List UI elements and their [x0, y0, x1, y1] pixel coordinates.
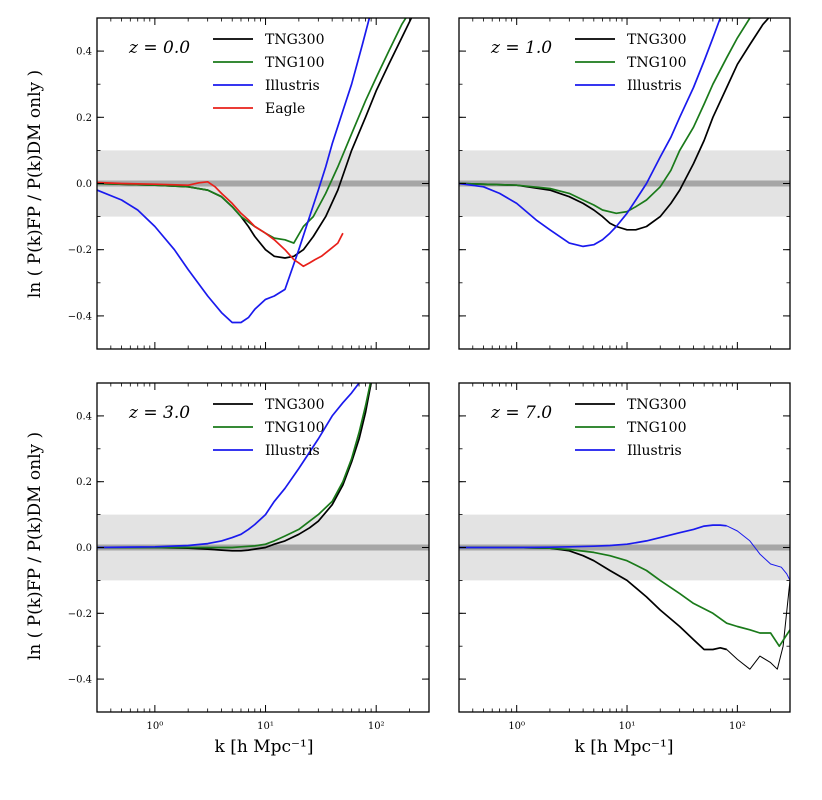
series-line-tng100 — [97, 383, 372, 549]
legend-label-tng100: TNG100 — [627, 55, 687, 71]
y-axis-label-top: ln ( P(k)FP / P(k)DM only ) — [25, 70, 45, 298]
legend-label-illustris: Illustris — [265, 443, 320, 459]
series-group — [97, 383, 372, 552]
series-line-illustris — [459, 18, 722, 248]
series-line-illustris — [97, 383, 360, 549]
y-tick-label: 0.2 — [76, 113, 92, 124]
series-group — [459, 524, 790, 670]
legend-label-tng100: TNG100 — [265, 420, 325, 436]
x-tick-label: 10¹ — [257, 721, 274, 732]
x-tick-label: 10¹ — [619, 721, 636, 732]
series-line-illustris — [726, 525, 790, 581]
x-tick-label: 10⁰ — [508, 721, 525, 732]
y-tick-label: −0.4 — [68, 311, 92, 322]
redshift-label: z = 7.0 — [490, 403, 552, 423]
series-line-tng300 — [726, 580, 790, 670]
series-line-illustris — [459, 524, 727, 549]
y-tick-label: −0.2 — [68, 245, 92, 256]
legend-label-illustris: Illustris — [627, 443, 682, 459]
legend-label-illustris: Illustris — [627, 78, 682, 94]
redshift-label: z = 1.0 — [490, 38, 552, 58]
y-tick-label: 0.0 — [76, 179, 92, 190]
panel-z3: −0.4 −0.2 0.0 0.2 0.4 10⁰ 10¹ 10² z = 3.0 TNG300 T… — [68, 382, 430, 732]
series-line-tng300 — [459, 18, 770, 231]
legend-label-tng100: TNG100 — [265, 55, 325, 71]
series-line-tng300 — [97, 383, 372, 552]
series-group — [459, 18, 770, 248]
panel-z7: 10⁰ 10¹ 10² z = 7.0 TNG300 TNG100 Illustris — [458, 382, 791, 732]
legend-label-eagle: Eagle — [265, 101, 305, 117]
x-axis-label-right: k [h Mpc⁻¹] — [575, 737, 674, 757]
x-axis-label-left: k [h Mpc⁻¹] — [215, 737, 314, 757]
y-axis-label-top-text: ln ( P(k)FP / P(k)DM only ) — [25, 70, 45, 298]
y-tick-label: −0.2 — [68, 609, 92, 620]
x-tick-label: 10⁰ — [146, 721, 163, 732]
y-tick-label: 0.4 — [76, 47, 92, 58]
legend-label-tng300: TNG300 — [265, 32, 325, 48]
y-axis-label-bottom: ln ( P(k)FP / P(k)DM only ) — [25, 432, 45, 660]
y-axis-label-bottom-text: ln ( P(k)FP / P(k)DM only ) — [25, 432, 45, 660]
panel-z1: z = 1.0 TNG300 TNG100 Illustris — [458, 17, 791, 350]
y-tick-label: −0.4 — [68, 675, 92, 686]
legend-label-illustris: Illustris — [265, 78, 320, 94]
x-tick-label: 10² — [729, 721, 746, 732]
y-tick-label: 0.0 — [76, 543, 92, 554]
legend-label-tng300: TNG300 — [265, 397, 325, 413]
series-group — [97, 18, 413, 324]
x-tick-label: 10² — [368, 721, 385, 732]
redshift-label: z = 0.0 — [128, 38, 190, 58]
redshift-label: z = 3.0 — [128, 403, 190, 423]
y-tick-label: 0.2 — [76, 477, 92, 488]
legend-label-tng300: TNG300 — [627, 32, 687, 48]
series-line-illustris — [97, 18, 371, 324]
series-line-tng100 — [97, 18, 407, 244]
legend-label-tng100: TNG100 — [627, 420, 687, 436]
legend-label-tng300: TNG300 — [627, 397, 687, 413]
series-line-tng100 — [459, 18, 751, 215]
y-tick-label: 0.4 — [76, 411, 92, 422]
series-line-tng100 — [459, 546, 790, 648]
series-line-eagle — [97, 180, 344, 268]
panel-z0: −0.4 −0.2 0.0 0.2 0.4 z = 0.0 TNG300 TNG100 Illu… — [68, 17, 430, 350]
